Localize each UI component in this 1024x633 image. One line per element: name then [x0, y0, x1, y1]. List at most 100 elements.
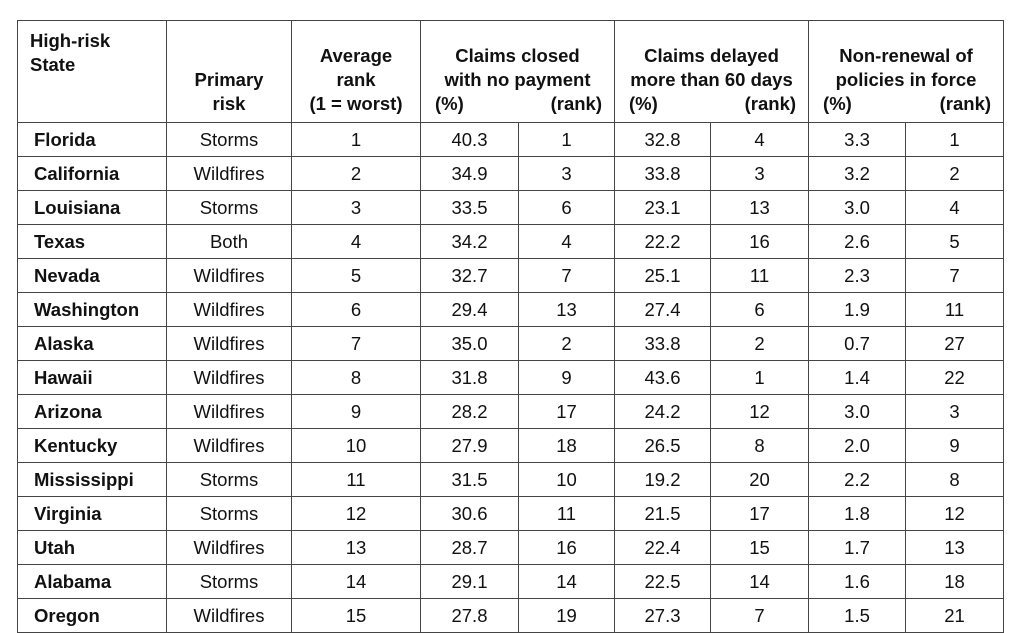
- cell-nonrenewal-pct: 1.6: [808, 564, 907, 599]
- cell-state: Utah: [17, 530, 167, 565]
- cell-nonrenewal-rank: 4: [905, 190, 1005, 225]
- table-row: Louisiana Storms 3 33.5 6 23.1 13 3.0 4: [17, 190, 1005, 225]
- cell-nonrenewal-rank: 1: [905, 122, 1005, 157]
- cell-delayed-rank: 17: [710, 496, 810, 531]
- cell-primary-risk: Storms: [166, 564, 292, 599]
- sub-rank: (rank): [744, 93, 797, 114]
- cell-average-rank: 13: [291, 530, 421, 565]
- cell-closed-rank: 13: [517, 292, 616, 327]
- cell-primary-risk: Storms: [166, 462, 292, 497]
- cell-closed-pct: 33.5: [420, 190, 519, 225]
- table-row: California Wildfires 2 34.9 3 33.8 3 3.2 2: [17, 156, 1005, 191]
- table-row: Utah Wildfires 13 28.7 16 22.4 15 1.7 13: [17, 530, 1005, 565]
- cell-nonrenewal-rank: 3: [905, 394, 1005, 429]
- cell-closed-rank: 6: [517, 190, 616, 225]
- cell-primary-risk: Storms: [166, 190, 292, 225]
- cell-closed-rank: 18: [517, 428, 616, 463]
- cell-average-rank: 4: [291, 224, 421, 259]
- cell-state: Oregon: [17, 598, 167, 633]
- header-row: High-risk State Primary risk Average ran…: [17, 20, 1005, 123]
- cell-closed-rank: 16: [517, 530, 616, 565]
- cell-nonrenewal-pct: 3.3: [808, 122, 907, 157]
- header-non-renewal: Non-renewal of policies in force (%) (ran…: [808, 20, 1005, 123]
- table-row: Nevada Wildfires 5 32.7 7 25.1 11 2.3 7: [17, 258, 1005, 293]
- cell-delayed-pct: 23.1: [614, 190, 712, 225]
- cell-closed-rank: 17: [517, 394, 616, 429]
- cell-closed-pct: 34.9: [420, 156, 519, 191]
- cell-delayed-pct: 32.8: [614, 122, 712, 157]
- cell-nonrenewal-pct: 2.6: [808, 224, 907, 259]
- cell-nonrenewal-pct: 2.3: [808, 258, 907, 293]
- cell-average-rank: 9: [291, 394, 421, 429]
- cell-state: Hawaii: [17, 360, 167, 395]
- cell-closed-rank: 1: [517, 122, 616, 157]
- header-claims-delayed: Claims delayed more than 60 days (%) (ran…: [614, 20, 810, 123]
- cell-closed-rank: 4: [517, 224, 616, 259]
- cell-nonrenewal-rank: 18: [905, 564, 1005, 599]
- header-primary-risk: Primary risk: [166, 20, 292, 123]
- cell-state: Nevada: [17, 258, 167, 293]
- cell-nonrenewal-pct: 0.7: [808, 326, 907, 361]
- cell-closed-rank: 10: [517, 462, 616, 497]
- sub-pct: (%): [435, 93, 464, 114]
- cell-delayed-pct: 27.3: [614, 598, 712, 633]
- cell-average-rank: 10: [291, 428, 421, 463]
- cell-state: California: [17, 156, 167, 191]
- cell-closed-rank: 14: [517, 564, 616, 599]
- cell-delayed-rank: 13: [710, 190, 810, 225]
- cell-average-rank: 14: [291, 564, 421, 599]
- cell-nonrenewal-pct: 3.0: [808, 190, 907, 225]
- cell-state: Florida: [17, 122, 167, 157]
- cell-delayed-rank: 12: [710, 394, 810, 429]
- cell-delayed-rank: 20: [710, 462, 810, 497]
- table-body: Florida Storms 1 40.3 1 32.8 4 3.3 1 California Wi…: [17, 122, 1005, 633]
- cell-state: Virginia: [17, 496, 167, 531]
- cell-state: Arizona: [17, 394, 167, 429]
- cell-delayed-pct: 22.2: [614, 224, 712, 259]
- cell-delayed-pct: 24.2: [614, 394, 712, 429]
- cell-closed-rank: 11: [517, 496, 616, 531]
- cell-closed-pct: 34.2: [420, 224, 519, 259]
- cell-nonrenewal-rank: 22: [905, 360, 1005, 395]
- cell-closed-pct: 29.4: [420, 292, 519, 327]
- table-row: Hawaii Wildfires 8 31.8 9 43.6 1 1.4 22: [17, 360, 1005, 395]
- cell-average-rank: 15: [291, 598, 421, 633]
- cell-closed-pct: 27.8: [420, 598, 519, 633]
- cell-primary-risk: Wildfires: [166, 360, 292, 395]
- cell-delayed-pct: 26.5: [614, 428, 712, 463]
- cell-delayed-pct: 33.8: [614, 326, 712, 361]
- cell-nonrenewal-rank: 11: [905, 292, 1005, 327]
- cell-nonrenewal-pct: 1.8: [808, 496, 907, 531]
- cell-closed-pct: 40.3: [420, 122, 519, 157]
- cell-primary-risk: Wildfires: [166, 598, 292, 633]
- table-row: Texas Both 4 34.2 4 22.2 16 2.6 5: [17, 224, 1005, 259]
- sub-pct: (%): [823, 93, 852, 114]
- cell-closed-rank: 2: [517, 326, 616, 361]
- cell-delayed-pct: 25.1: [614, 258, 712, 293]
- header-state: High-risk State: [17, 20, 167, 123]
- cell-nonrenewal-rank: 13: [905, 530, 1005, 565]
- cell-delayed-pct: 21.5: [614, 496, 712, 531]
- cell-delayed-pct: 22.5: [614, 564, 712, 599]
- cell-delayed-rank: 6: [710, 292, 810, 327]
- cell-average-rank: 11: [291, 462, 421, 497]
- cell-nonrenewal-rank: 9: [905, 428, 1005, 463]
- cell-delayed-rank: 15: [710, 530, 810, 565]
- cell-state: Alabama: [17, 564, 167, 599]
- cell-nonrenewal-rank: 7: [905, 258, 1005, 293]
- cell-primary-risk: Storms: [166, 122, 292, 157]
- cell-closed-pct: 29.1: [420, 564, 519, 599]
- cell-closed-pct: 28.7: [420, 530, 519, 565]
- cell-delayed-rank: 4: [710, 122, 810, 157]
- cell-primary-risk: Wildfires: [166, 394, 292, 429]
- cell-closed-pct: 32.7: [420, 258, 519, 293]
- sub-rank: (rank): [550, 93, 603, 114]
- cell-state: Texas: [17, 224, 167, 259]
- cell-closed-pct: 27.9: [420, 428, 519, 463]
- cell-primary-risk: Wildfires: [166, 258, 292, 293]
- cell-average-rank: 3: [291, 190, 421, 225]
- cell-primary-risk: Wildfires: [166, 156, 292, 191]
- cell-nonrenewal-pct: 1.7: [808, 530, 907, 565]
- sub-rank: (rank): [939, 93, 992, 114]
- cell-delayed-rank: 2: [710, 326, 810, 361]
